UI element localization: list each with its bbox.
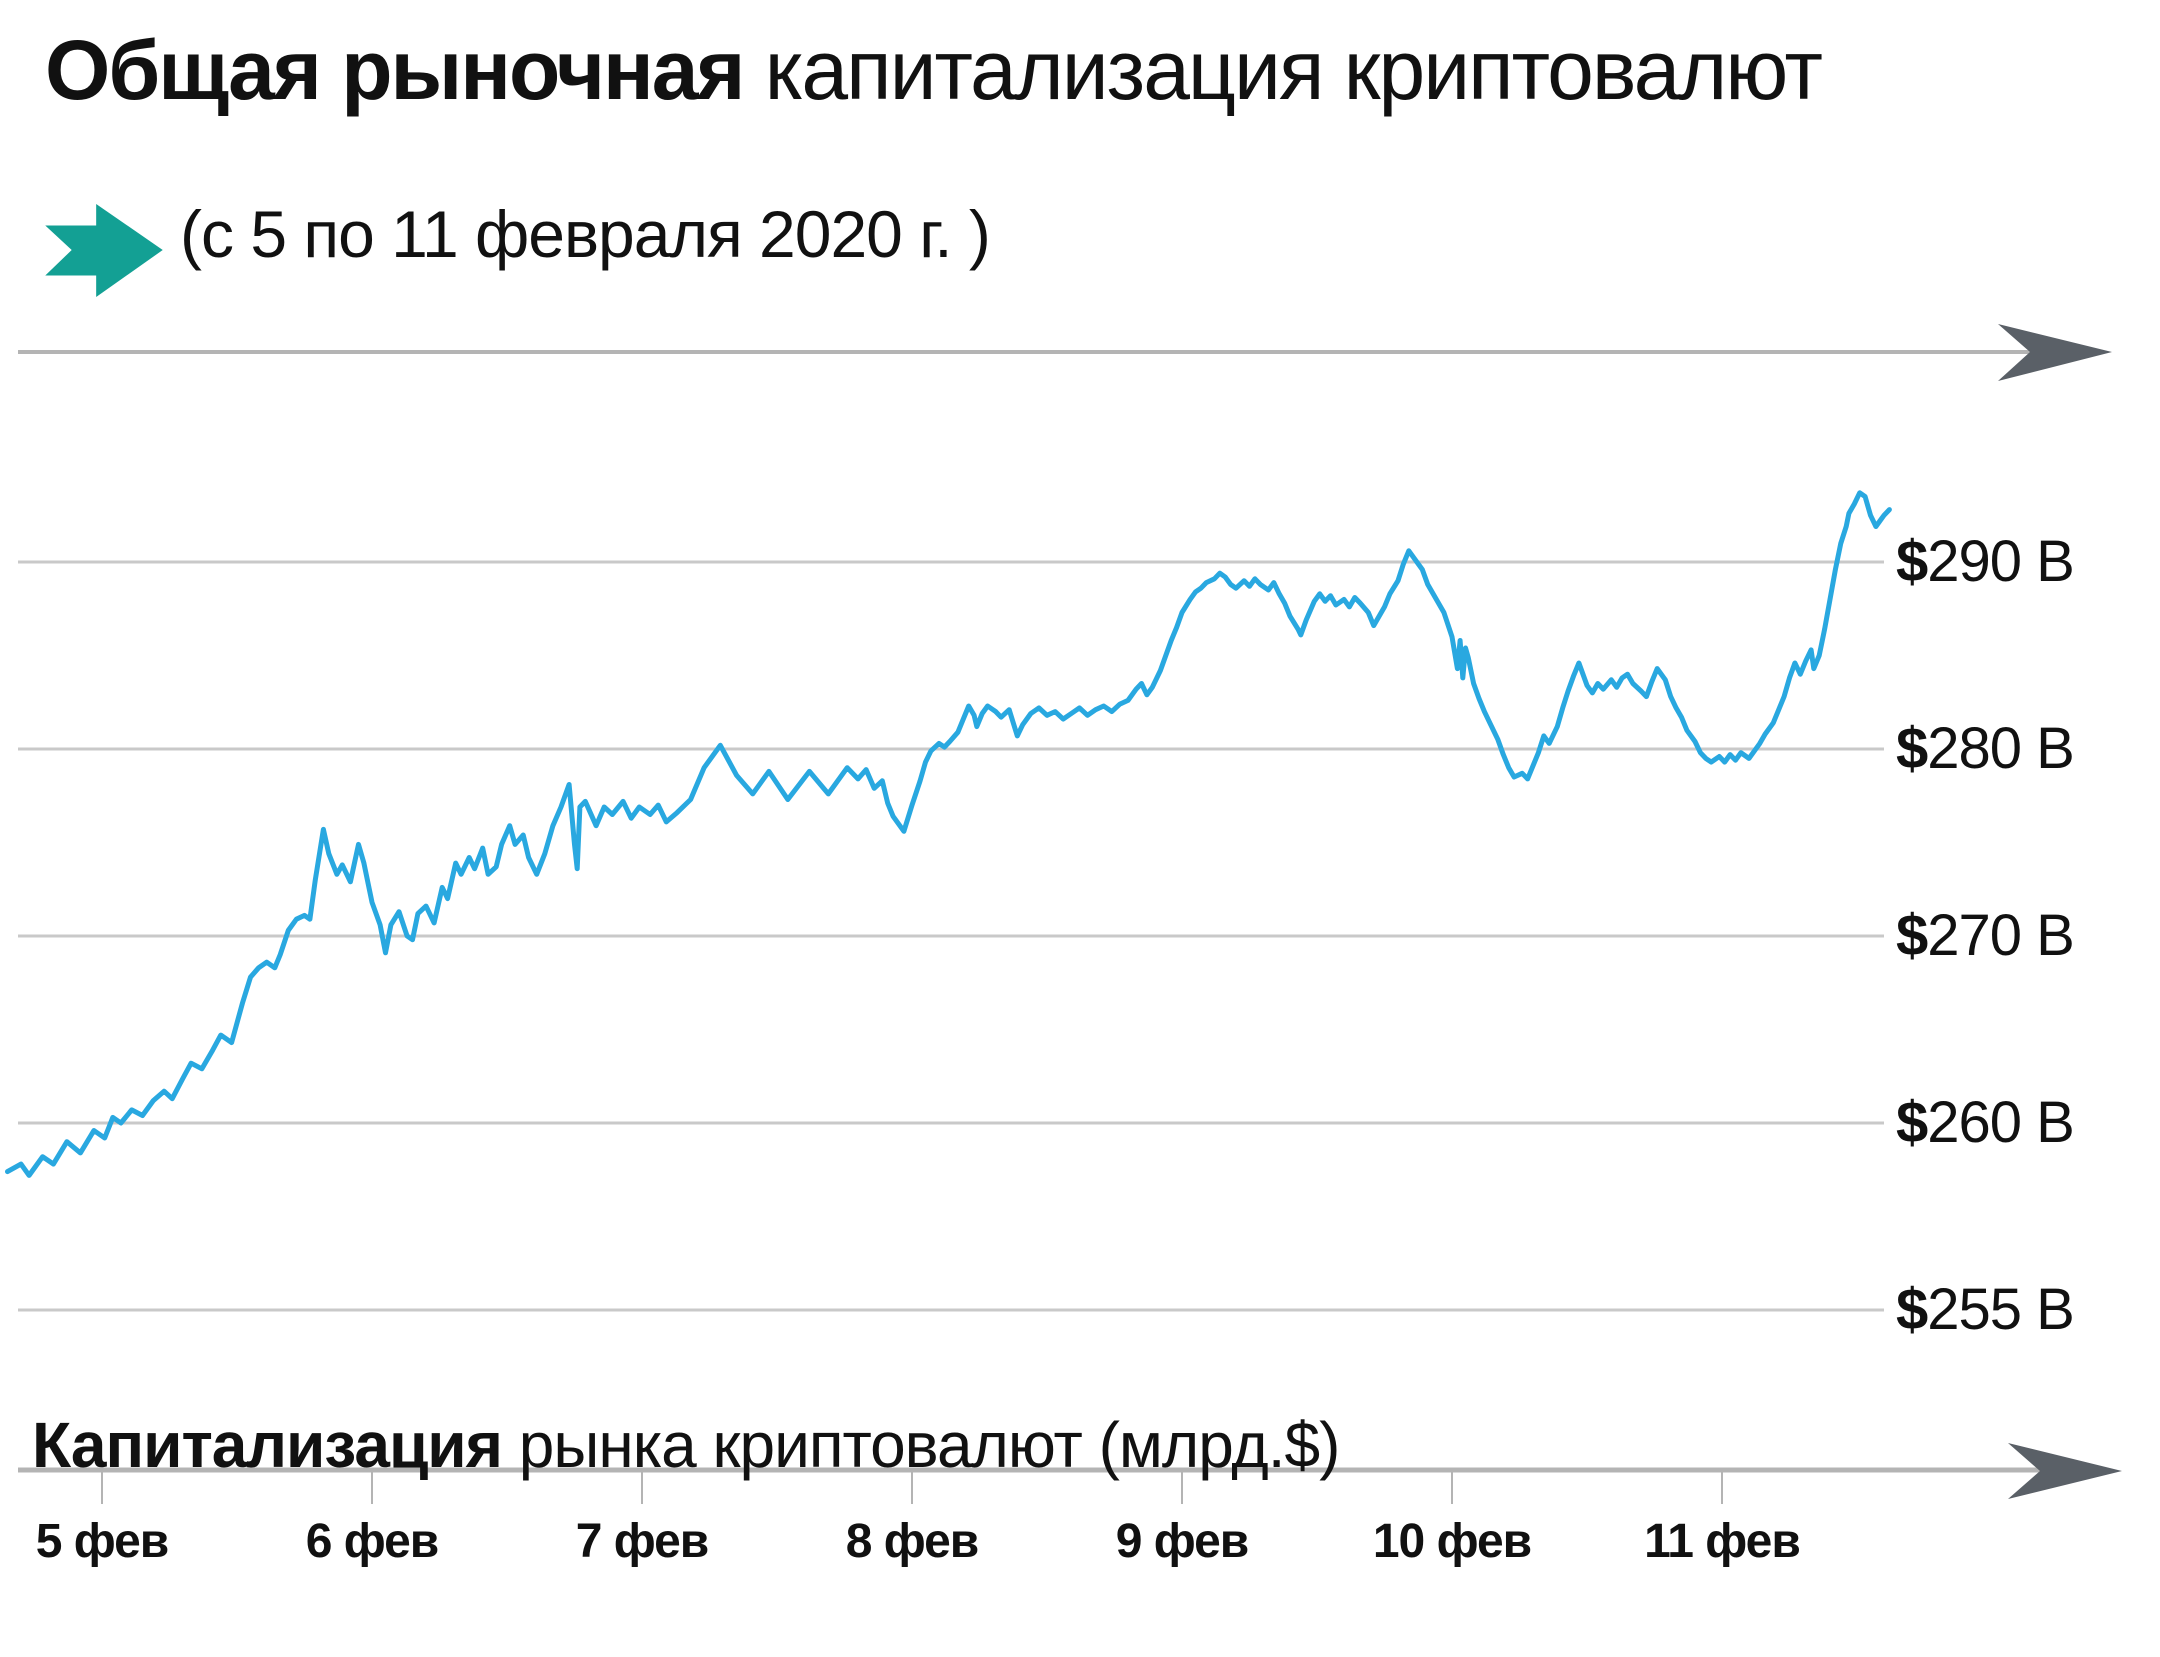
x-axis-arrowhead-icon xyxy=(2008,1443,2122,1499)
x-axis-label: 6 фев xyxy=(305,1515,440,1568)
y-axis-value: 255 B xyxy=(1927,1277,2075,1342)
y-axis-value: 260 B xyxy=(1927,1090,2075,1155)
x-axis-label: 7 фев xyxy=(575,1515,710,1568)
top-axis-arrowhead-icon xyxy=(1998,324,2112,381)
subtitle: (с 5 по 11 февраля 2020 г. ) xyxy=(180,197,991,271)
y-axis-label: $255 B xyxy=(1896,1276,2075,1343)
x-axis-label: 5 фев xyxy=(35,1515,170,1568)
dollar-sign: $ xyxy=(1896,716,1928,781)
dollar-sign: $ xyxy=(1896,529,1928,594)
x-axis-title-bold: Капитализация xyxy=(32,1409,503,1481)
y-axis-value: 290 B xyxy=(1927,529,2075,594)
x-axis-title-regular: рынка криптовалют (млрд.$) xyxy=(501,1409,1341,1481)
x-axis-label: 11 фев xyxy=(1644,1515,1801,1568)
x-axis-label: 9 фев xyxy=(1115,1515,1250,1568)
x-axis-title: Капитализация рынка криптовалют (млрд.$) xyxy=(32,1408,1341,1482)
page-title: Общая рыночная капитализация криптовалют xyxy=(45,22,1823,119)
dollar-sign: $ xyxy=(1896,903,1928,968)
page-title-bold: Общая рыночная xyxy=(45,23,745,117)
y-axis-label: $260 B xyxy=(1896,1089,2075,1156)
y-axis-label: $270 B xyxy=(1896,902,2075,969)
x-axis-label: 8 фев xyxy=(845,1515,980,1568)
dollar-sign: $ xyxy=(1896,1090,1928,1155)
y-axis-label: $280 B xyxy=(1896,715,2075,782)
dollar-sign: $ xyxy=(1896,1277,1928,1342)
x-axis-label: 10 фев xyxy=(1372,1515,1532,1568)
y-axis-value: 280 B xyxy=(1927,716,2075,781)
market-cap-line-series xyxy=(5,490,1892,1178)
y-axis-label: $290 B xyxy=(1896,528,2075,595)
accent-right-arrow-icon xyxy=(45,204,163,297)
y-axis-value: 270 B xyxy=(1927,903,2075,968)
page-title-regular: капитализация криптовалют xyxy=(743,23,1823,117)
